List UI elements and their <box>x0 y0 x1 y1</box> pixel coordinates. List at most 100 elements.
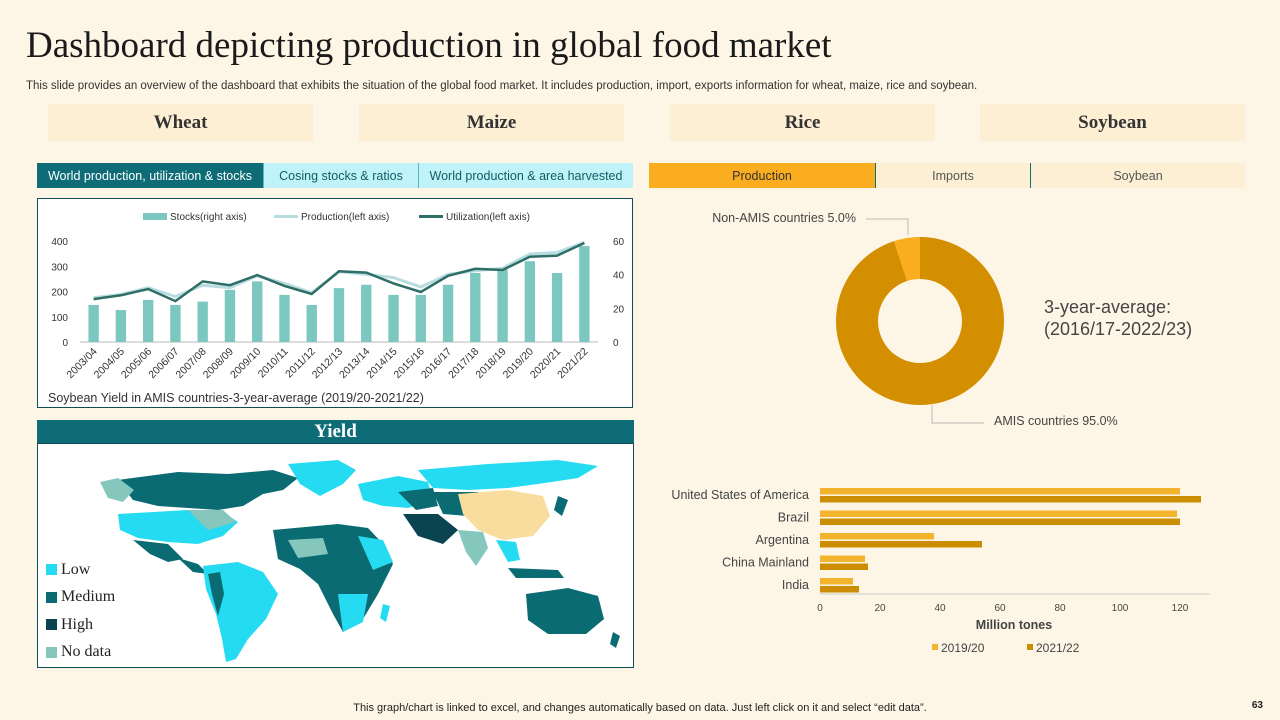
legend-label: Production(left axis) <box>301 212 389 223</box>
production-utilization-chart: 0 100 200 300 400 0 20 40 60 2003/04 2004/05 2005/0… <box>37 198 633 408</box>
stocks-bar <box>361 284 372 342</box>
map-central-america <box>178 558 208 574</box>
hbar-x-tick-label: 120 <box>1172 603 1189 614</box>
hbar-category-label: China Mainland <box>722 556 809 570</box>
donut-slice-non-amis <box>894 237 920 282</box>
legend-item-low: Low <box>46 556 115 584</box>
stocks-bar <box>524 261 536 342</box>
stocks-bar <box>142 299 154 342</box>
chart-caption: Soybean Yield in AMIS countries-3-year-a… <box>48 391 424 405</box>
hbar-bar-2021-22 <box>820 586 859 593</box>
hbar-x-tick-label: 0 <box>817 603 823 614</box>
legend-item-high: High <box>46 611 115 639</box>
map-africa-west <box>288 538 328 558</box>
yield-map: Low Medium High No data <box>37 443 634 668</box>
map-legend: Low Medium High No data <box>46 556 115 666</box>
donut-label-non-amis: Non-AMIS countries 5.0% <box>712 211 856 225</box>
map-madagascar <box>380 604 390 622</box>
map-africa-south <box>338 594 368 632</box>
map-india <box>458 530 488 566</box>
hbar-bar-2019-20 <box>820 578 853 585</box>
stocks-bar <box>415 294 426 342</box>
hbar-category-label: United States of America <box>671 488 809 502</box>
map-greenland <box>288 460 356 496</box>
combo-chart-svg: 010020030040002040602003/042004/052005/0… <box>48 212 625 405</box>
stocks-bar <box>279 294 290 342</box>
tab-imports[interactable]: Imports <box>875 163 1030 188</box>
right-chart-tabs: Production Imports Soybean <box>649 163 1245 188</box>
tab-closing-stocks[interactable]: Cosing stocks & ratios <box>263 163 418 188</box>
tab-area-harvested[interactable]: World production & area harvested <box>418 163 633 188</box>
hbar-bar-2021-22 <box>820 496 1201 503</box>
crop-tab-wheat[interactable]: Wheat <box>48 104 313 141</box>
map-se-asia <box>496 540 520 562</box>
hbar-bar-2019-20 <box>820 510 1177 517</box>
stocks-bar <box>170 304 181 342</box>
left-tick-label: 400 <box>51 237 68 248</box>
right-tick-label: 0 <box>613 338 619 349</box>
hbar-bar-2019-20 <box>820 488 1180 495</box>
crop-tab-rice[interactable]: Rice <box>670 104 935 141</box>
left-tick-label: 200 <box>51 288 68 299</box>
left-tick-label: 300 <box>51 262 68 273</box>
map-andes <box>208 572 224 616</box>
left-tick-label: 100 <box>51 313 68 324</box>
utilization-line <box>93 241 585 303</box>
map-alaska <box>100 478 134 502</box>
hbar-legend-swatch <box>1027 644 1033 650</box>
stocks-bar <box>388 294 399 342</box>
stocks-bar <box>333 288 345 342</box>
legend-item-medium: Medium <box>46 584 115 612</box>
stocks-bar <box>115 310 127 342</box>
stocks-bar <box>497 269 508 342</box>
map-usa-east <box>188 510 236 530</box>
stocks-bar <box>197 301 208 342</box>
tab-production[interactable]: Production <box>649 163 875 188</box>
footer-note: This graph/chart is linked to excel, and… <box>353 702 927 714</box>
right-tick-label: 40 <box>613 271 625 282</box>
stocks-bar <box>442 284 454 342</box>
stocks-bar <box>306 304 317 342</box>
donut-label-amis: AMIS countries 95.0% <box>994 414 1118 428</box>
x-tick-label: 2021/22 <box>555 346 590 381</box>
donut-slice-amis <box>836 237 1004 405</box>
hbar-x-tick-label: 60 <box>994 603 1006 614</box>
legend-label: Utilization(left axis) <box>446 212 530 223</box>
hbar-x-tick-label: 80 <box>1054 603 1066 614</box>
map-china <box>458 490 550 540</box>
stocks-bar <box>88 304 99 342</box>
crop-tab-soybean[interactable]: Soybean <box>980 104 1245 141</box>
donut-annotation-line2: (2016/17-2022/23) <box>1044 319 1192 339</box>
map-russia <box>418 460 598 490</box>
map-africa-east <box>358 536 393 570</box>
hbar-legend-label: 2019/20 <box>941 641 985 655</box>
hbar-x-tick-label: 20 <box>874 603 886 614</box>
legend-item-no-data: No data <box>46 639 115 667</box>
map-canada <box>118 470 298 510</box>
stocks-bar <box>252 281 263 342</box>
yield-header: Yield <box>37 420 634 443</box>
tab-soybean[interactable]: Soybean <box>1030 163 1245 188</box>
tab-world-production[interactable]: World production, utilization & stocks <box>37 163 263 188</box>
hbar-chart-svg: United States of America Brazil Argentina C… <box>671 488 1210 655</box>
map-europe-east <box>398 488 438 510</box>
donut-annotation-line1: 3-year-average: <box>1044 297 1171 317</box>
stocks-bar <box>470 272 481 342</box>
left-chart-tabs: World production, utilization & stocks C… <box>37 163 633 188</box>
map-new-zealand <box>610 632 620 648</box>
map-japan <box>554 496 568 516</box>
hbar-x-tick-label: 40 <box>934 603 946 614</box>
legend-label: Stocks(right axis) <box>170 212 247 223</box>
x-tick-label: 2009/10 <box>228 346 263 381</box>
stocks-bar <box>224 289 236 342</box>
stocks-bar <box>579 246 590 342</box>
hbar-category-label: Brazil <box>778 511 809 525</box>
legend-swatch-stocks <box>143 213 167 220</box>
hbar-bar-2019-20 <box>820 533 934 540</box>
left-tick-label: 0 <box>62 338 68 349</box>
crop-tab-maize[interactable]: Maize <box>359 104 624 141</box>
leader-line-amis <box>931 405 984 424</box>
right-tick-label: 60 <box>613 237 625 248</box>
hbar-bar-2019-20 <box>820 555 865 562</box>
hbar-bar-2021-22 <box>820 563 868 570</box>
